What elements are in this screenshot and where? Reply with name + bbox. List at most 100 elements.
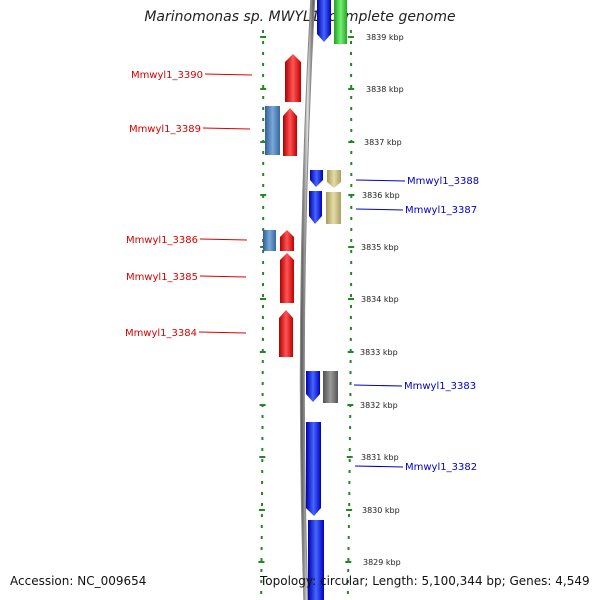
major-tick [260,298,266,300]
tick-dot [349,349,352,352]
tick-dot [260,514,263,517]
tick-dot [262,250,265,253]
tick-dot [260,536,263,539]
tick-dot [262,96,265,99]
tick-dot [347,569,350,572]
tick-dot [348,514,350,517]
tick-dot [261,481,264,484]
leader-line [354,465,404,468]
gene-steel-3389 [265,106,280,155]
tick-dot [261,382,264,385]
tick-dot [350,63,353,66]
major-tick [348,194,355,196]
tick-dot [262,30,264,33]
tick-dot [349,327,352,330]
tick-dot [350,151,353,154]
gene-label: Mmwyl1_3385 [126,272,198,283]
tick-dot [262,63,265,66]
gene-red-3385 [280,253,294,303]
tick-dot [347,536,350,539]
gene-label: Mmwyl1_3388 [407,176,479,187]
major-tick [347,404,354,406]
gene-gray-3383 [323,371,338,403]
gene-red-3384 [279,310,293,357]
tick-dot [350,217,353,220]
tick-dot [262,173,265,176]
leader-line [198,331,247,334]
tick-dot [262,162,265,165]
tick-ring-right [345,30,355,594]
tick-dot [260,547,263,550]
gene-label: Mmwyl1_3390 [131,70,203,81]
tick-dot [261,503,263,506]
tick-dot [262,129,265,132]
major-tick [260,194,267,196]
tick-dot [350,283,353,286]
tick-dot [350,118,353,121]
tick-dot [262,305,264,308]
tick-dot [262,206,265,209]
tick-dot [350,228,353,231]
tick-dot [261,492,263,495]
major-tick [346,456,353,458]
tick-dot [350,239,353,242]
accession-text: Accession: NC_009654 [10,574,147,588]
gene-label: Mmwyl1_3386 [126,235,198,246]
major-tick [348,246,355,248]
tick-dot [347,547,350,550]
kbp-label: 3831 kbp [361,453,399,462]
tick-dot [348,503,351,506]
tick-dot [261,459,264,462]
map-title: Marinomonas sp. MWYL1, complete genome [144,9,456,25]
tick-dot [261,426,264,429]
tick-dot [350,184,353,187]
major-tick [259,456,266,458]
tick-dot [346,591,349,594]
topology-text: Topology: circular; Length: 5,100,344 bp… [260,574,590,588]
gene-khaki-3388 [327,170,341,188]
tick-dot [350,129,353,132]
tick-dot [261,415,264,418]
leader-line [199,275,247,278]
gene-blue-top [317,0,331,42]
major-tick [258,509,265,511]
tick-dot [261,448,264,451]
major-tick [259,351,266,353]
tick-dot [262,195,265,198]
tick-dot [350,85,353,88]
tick-dot [350,173,353,176]
gene-label: Mmwyl1_3387 [405,205,477,216]
tick-dot [262,151,265,154]
tick-dot [262,228,265,231]
leader-line [353,384,403,387]
gene-red-3386 [280,230,294,251]
leader-line [199,238,248,241]
major-tick [347,351,354,353]
major-tick [259,404,266,406]
leader-line [202,127,251,130]
backbone [300,0,315,600]
tick-dot [261,349,264,352]
kbp-label: 3839 kbp [366,33,404,42]
tick-dot [261,470,264,473]
tick-dot [262,272,265,275]
leader-line [355,208,404,211]
tick-dot [261,360,264,363]
tick-dot [348,459,351,462]
gene-steel-3386 [263,230,276,251]
tick-dot [262,74,265,77]
tick-dot [262,118,265,121]
tick-dot [348,437,351,440]
tick-dot [350,250,353,253]
major-tick [348,141,355,143]
tick-dot [262,184,265,187]
tick-dot [261,393,264,396]
tick-dot [261,338,264,341]
kbp-label: 3832 kbp [360,401,398,410]
kbp-label: 3837 kbp [364,138,402,147]
gene-blue-3388 [310,170,323,187]
tick-dot [349,360,352,363]
major-tick [346,509,353,511]
kbp-label: 3830 kbp [362,506,400,515]
